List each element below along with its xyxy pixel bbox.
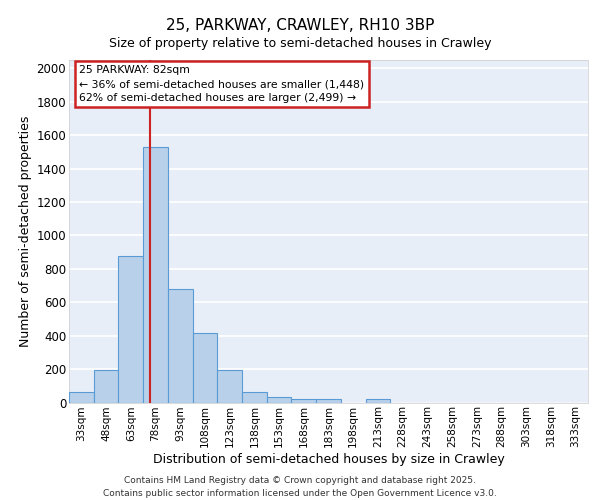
Bar [292,399,316,402]
Bar [316,399,341,402]
Bar [365,399,390,402]
Text: 25 PARKWAY: 82sqm
← 36% of semi-detached houses are smaller (1,448)
62% of semi-: 25 PARKWAY: 82sqm ← 36% of semi-detached… [79,65,365,103]
Bar [217,370,242,402]
Bar [168,289,193,403]
Text: Size of property relative to semi-detached houses in Crawley: Size of property relative to semi-detach… [109,38,491,51]
Bar [267,398,292,402]
Bar [118,256,143,402]
Y-axis label: Number of semi-detached properties: Number of semi-detached properties [19,116,32,347]
Bar [69,392,94,402]
Bar [242,392,267,402]
Bar [94,370,118,402]
Bar [143,147,168,403]
Bar [193,333,217,402]
Text: Contains HM Land Registry data © Crown copyright and database right 2025.
Contai: Contains HM Land Registry data © Crown c… [103,476,497,498]
X-axis label: Distribution of semi-detached houses by size in Crawley: Distribution of semi-detached houses by … [152,453,505,466]
Text: 25, PARKWAY, CRAWLEY, RH10 3BP: 25, PARKWAY, CRAWLEY, RH10 3BP [166,18,434,32]
